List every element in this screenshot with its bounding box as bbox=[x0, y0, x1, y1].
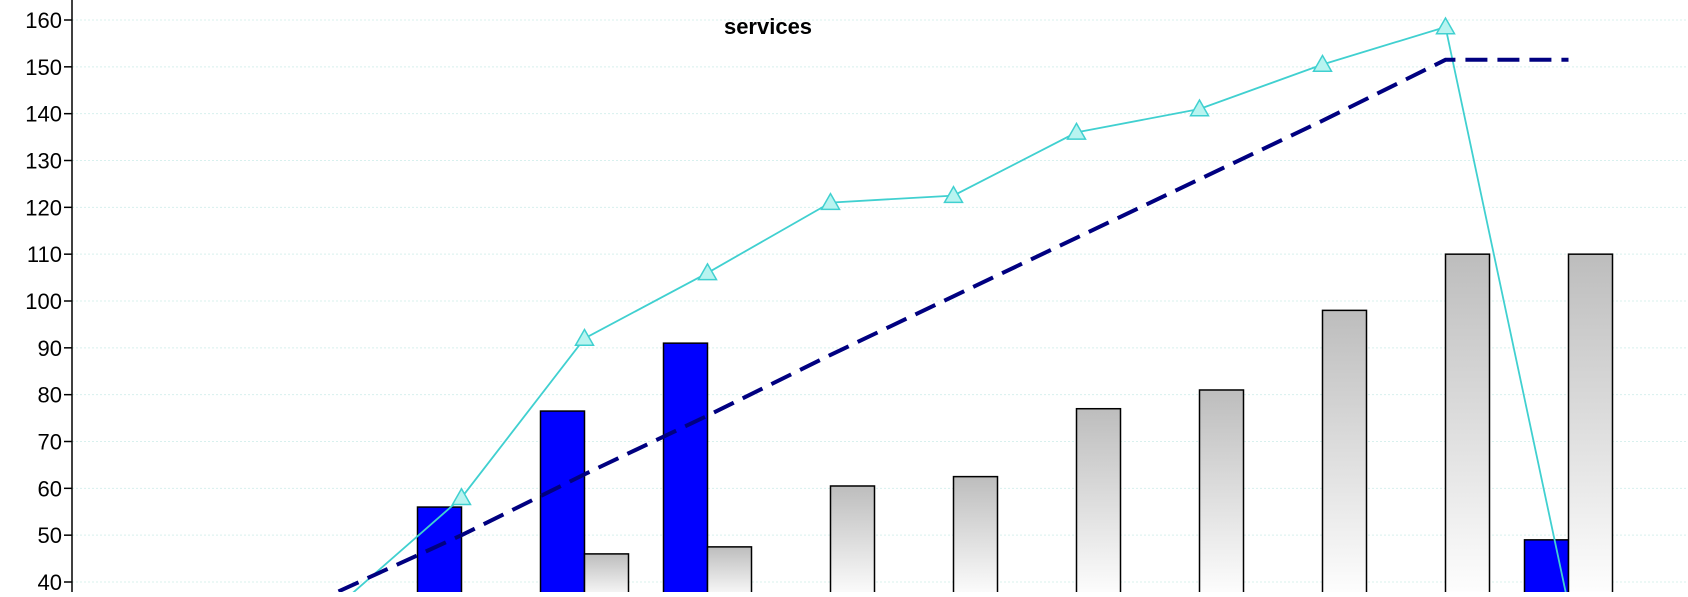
bar-gray bbox=[706, 546, 753, 592]
triangle-marker bbox=[1435, 16, 1456, 35]
bar-gray bbox=[1198, 389, 1245, 592]
triangle-marker bbox=[820, 192, 841, 211]
bar-gray bbox=[1321, 309, 1368, 592]
y-tick-label: 130 bbox=[25, 149, 62, 174]
y-tick-label: 50 bbox=[38, 523, 62, 548]
bar-gray bbox=[1444, 253, 1491, 592]
y-axis: 40 50 60 70 80 90 100 110 120 130 140 150 160 bbox=[25, 0, 73, 595]
triangle-marker bbox=[1066, 121, 1087, 140]
triangle-marker bbox=[943, 185, 964, 204]
y-tick-label: 140 bbox=[25, 102, 62, 127]
y-tick-label: 80 bbox=[38, 383, 62, 408]
trend-line-dashed bbox=[337, 57, 1569, 592]
gridlines bbox=[72, 19, 1688, 583]
bars bbox=[416, 253, 1614, 592]
triangle-marker bbox=[1189, 98, 1210, 117]
bar-gray bbox=[583, 553, 630, 592]
lines bbox=[337, 16, 1569, 592]
triangle-marker bbox=[451, 487, 472, 506]
bar-blue bbox=[662, 342, 709, 592]
y-tick-label: 100 bbox=[25, 289, 62, 314]
bar-gray bbox=[829, 485, 876, 592]
y-tick-label: 70 bbox=[38, 430, 62, 455]
bar-blue bbox=[416, 506, 463, 592]
y-tick-label: 90 bbox=[38, 336, 62, 361]
y-tick-label: 160 bbox=[25, 8, 62, 33]
triangle-marker bbox=[697, 262, 718, 281]
bar-gray bbox=[1075, 407, 1122, 592]
bar-gray bbox=[952, 475, 999, 592]
triangle-marker bbox=[1312, 53, 1333, 72]
y-tick-label: 150 bbox=[25, 55, 62, 80]
chart-title-text: services bbox=[724, 14, 812, 39]
chart-title: services bbox=[724, 14, 812, 39]
y-tick-label: 120 bbox=[25, 195, 62, 220]
bar-gray bbox=[1567, 253, 1614, 592]
bar-blue bbox=[539, 410, 586, 592]
y-tick-label: 60 bbox=[38, 476, 62, 501]
y-tick-label: 40 bbox=[38, 570, 62, 592]
triangle-marker bbox=[574, 327, 595, 346]
y-tick-label: 110 bbox=[27, 242, 62, 267]
bar-blue bbox=[1523, 539, 1570, 592]
